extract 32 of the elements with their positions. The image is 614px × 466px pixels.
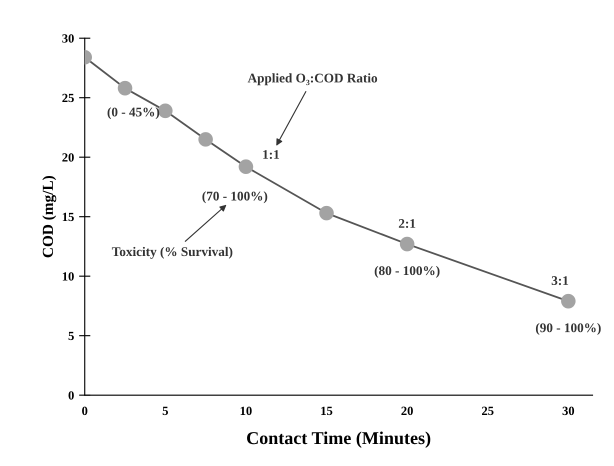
annotation: (0 - 45%) xyxy=(108,107,160,120)
annotation: 1:1 xyxy=(263,150,280,159)
x-tick-label: 20 xyxy=(401,406,413,416)
point xyxy=(400,236,414,252)
x-tick-label: 30 xyxy=(562,406,574,416)
annotation: (80 - 100%) xyxy=(374,266,440,278)
y-tick-label: 20 xyxy=(62,153,74,162)
x-tick-label: 10 xyxy=(240,406,252,416)
annotation: Applied O₃:COD Ratio xyxy=(248,73,378,86)
point xyxy=(118,80,132,96)
annotation: Toxicity (% Survival) xyxy=(112,246,232,259)
x-tick-label: 25 xyxy=(482,406,494,416)
point xyxy=(238,159,254,174)
annotation: 2:1 xyxy=(398,219,416,228)
y-tick-label: 5 xyxy=(68,332,74,340)
point xyxy=(198,132,213,147)
point xyxy=(561,294,576,308)
y-tick-label: 30 xyxy=(62,34,74,43)
point xyxy=(319,206,334,220)
x-tick-label: 5 xyxy=(162,406,168,416)
y-tick-label: 25 xyxy=(62,94,74,102)
annotation: (70 - 100%) xyxy=(202,191,268,204)
y-tick-label: 10 xyxy=(62,272,74,281)
y-tick-label: 15 xyxy=(62,212,74,222)
x-tick-label: 0 xyxy=(82,406,88,416)
x-axis-title: Contact Time (Minutes) xyxy=(247,432,430,448)
y-axis-title: COD (mg/L) xyxy=(42,176,56,258)
point xyxy=(158,104,173,118)
annotation: 3:1 xyxy=(552,276,568,286)
annotation: (90 - 100%) xyxy=(536,322,601,335)
x-tick-label: 15 xyxy=(321,406,332,416)
y-tick-label: 0 xyxy=(68,391,74,400)
